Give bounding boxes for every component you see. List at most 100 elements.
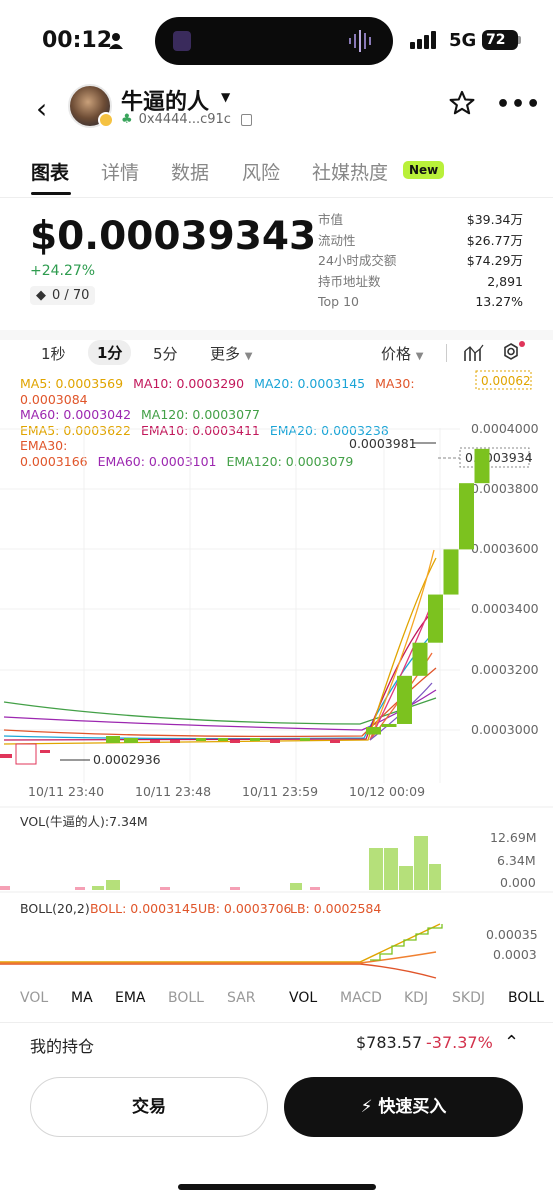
price-mode-select[interactable]: 价格 ▼ <box>381 343 424 364</box>
person-icon <box>109 33 123 49</box>
candle <box>474 448 490 484</box>
score-value: 0 / 70 <box>52 288 90 303</box>
signal-icon <box>410 31 436 49</box>
audio-wave-icon <box>349 30 371 52</box>
new-badge: New <box>403 161 445 179</box>
stat-row: 24小时成交额 $74.29万 <box>318 251 523 272</box>
candles-group <box>366 448 490 735</box>
ema5-label: EMA5: 0.0003622 <box>20 422 131 438</box>
token-address-row: ♣ 0x4444...c91c <box>121 112 252 127</box>
y-tick: 0.0003200 <box>471 662 539 677</box>
ema10-label: EMA10: 0.0003411 <box>140 422 260 438</box>
tab-chart[interactable]: 图表 <box>31 162 70 184</box>
app-icon <box>173 31 191 51</box>
stat-value: 2,891 <box>487 273 523 289</box>
indicator-tab[interactable]: MACD <box>340 990 382 1006</box>
candle <box>366 726 381 735</box>
token-stats: 市值 $39.34万 流动性 $26.77万 24小时成交额 $74.29万 持币地址… <box>318 210 523 313</box>
status-bar: 00:12 5G 72 <box>0 0 553 80</box>
candle <box>381 723 397 727</box>
indicator-tab[interactable]: KDJ <box>404 990 429 1006</box>
status-time: 00:12 <box>42 28 113 53</box>
stat-row: 市值 $39.34万 <box>318 210 523 231</box>
stat-key: 持币地址数 <box>318 273 381 289</box>
y-tick: 0.0003600 <box>471 541 539 556</box>
ma-legend: MA5: 0.0003569 MA10: 0.0003290 MA20: 0.0… <box>20 376 440 469</box>
token-name[interactable]: 牛逼的人 <box>121 90 210 115</box>
timeframe-5m[interactable]: 5分 <box>153 345 178 363</box>
more-options-icon[interactable]: ••• <box>496 92 542 117</box>
indicator-icon[interactable] <box>463 343 485 363</box>
candle <box>443 549 459 595</box>
chevron-up-icon[interactable]: ⌃ <box>504 1032 520 1053</box>
candle <box>428 594 443 643</box>
y-tick: 0.0003400 <box>471 601 539 616</box>
timeframe-1s[interactable]: 1秒 <box>41 345 66 363</box>
back-icon[interactable]: ‹ <box>36 92 48 125</box>
vol-tick: 0.000 <box>500 875 536 890</box>
candle <box>412 642 428 676</box>
holding-value: $783.57 <box>356 1033 423 1052</box>
indicator-tab[interactable]: BOLL <box>508 990 544 1006</box>
diamond-icon: ◆ <box>36 288 46 303</box>
settings-gear-icon[interactable] <box>500 341 526 365</box>
indicator-tab[interactable]: SKDJ <box>452 990 485 1006</box>
trade-button[interactable]: 交易 <box>30 1077 268 1137</box>
indicator-tabs: VOL MA EMA BOLL SAR VOL MACD KDJ SKDJ BO… <box>0 988 553 1010</box>
y-tick: 0.0004000 <box>471 421 539 436</box>
more-label: 更多 <box>210 345 241 363</box>
stat-value: $74.29万 <box>466 253 523 268</box>
indicator-tab[interactable]: BOLL <box>168 990 204 1006</box>
home-indicator <box>178 1184 376 1190</box>
top-price-box <box>475 370 532 390</box>
price-chart[interactable]: 0.00062 0.0004000 0.0003800 0.0003600 0.… <box>0 368 553 988</box>
tab-social[interactable]: 社媒热度 <box>312 162 389 184</box>
quick-buy-button[interactable]: ⚡ 快速买入 <box>284 1077 523 1137</box>
token-avatar <box>68 84 114 128</box>
token-address: 0x4444...c91c <box>138 112 231 127</box>
tab-risk[interactable]: 风险 <box>242 162 281 184</box>
divider <box>0 197 553 198</box>
ema120-label: EMA120: 0.0003079 <box>226 453 354 469</box>
timeframe-1m[interactable]: 1分 <box>88 340 132 365</box>
y-tick: 0.0003800 <box>471 481 539 496</box>
stat-row: 持币地址数 2,891 <box>318 272 523 293</box>
battery-indicator: 72 <box>482 30 521 50</box>
boll-ub: UB: 0.0003706 <box>198 901 292 916</box>
network-type: 5G <box>449 30 477 51</box>
section-separator <box>0 330 553 340</box>
token-dropdown-caret-icon[interactable]: ▼ <box>221 90 231 104</box>
high-price-label: 0.0003981 <box>349 436 417 451</box>
score-pill[interactable]: ◆ 0 / 70 <box>30 286 96 305</box>
indicator-tab[interactable]: VOL <box>289 990 318 1006</box>
dynamic-island <box>155 17 393 65</box>
star-icon[interactable] <box>448 89 476 117</box>
x-tick: 10/11 23:59 <box>242 784 318 799</box>
vol-tick: 6.34M <box>497 853 536 868</box>
candle <box>397 675 412 724</box>
vol-tick: 12.69M <box>490 830 537 845</box>
lightning-icon: ⚡ <box>360 1097 373 1117</box>
x-tick: 10/11 23:48 <box>135 784 211 799</box>
boll-value: BOLL: 0.0003145 <box>90 901 198 916</box>
indicator-tab[interactable]: SAR <box>227 990 256 1006</box>
chart-toolbar: 1秒 1分 5分 更多 ▼ 价格 ▼ <box>0 340 553 370</box>
divider <box>446 344 447 362</box>
chevron-down-icon: ▼ <box>244 351 253 362</box>
tab-data[interactable]: 数据 <box>171 162 210 184</box>
stat-key: Top 10 <box>318 294 359 309</box>
copy-icon[interactable] <box>240 113 252 126</box>
stat-row: Top 10 13.27% <box>318 292 523 313</box>
x-tick: 10/11 23:40 <box>28 784 104 799</box>
indicator-tab[interactable]: MA <box>71 990 93 1006</box>
stat-value: $26.77万 <box>466 232 523 248</box>
holding-row[interactable]: 我的持仓 $783.57 -37.37% ⌃ <box>0 1022 553 1064</box>
leaf-icon: ♣ <box>121 112 133 127</box>
holding-pct: -37.37% <box>426 1033 493 1052</box>
boll-lb: LB: 0.0002584 <box>290 901 381 916</box>
indicator-tab[interactable]: VOL <box>20 990 49 1006</box>
timeframe-more[interactable]: 更多 ▼ <box>210 343 253 364</box>
boll-tick: 0.00035 <box>486 927 538 942</box>
indicator-tab[interactable]: EMA <box>115 990 146 1006</box>
tab-details[interactable]: 详情 <box>101 162 140 184</box>
